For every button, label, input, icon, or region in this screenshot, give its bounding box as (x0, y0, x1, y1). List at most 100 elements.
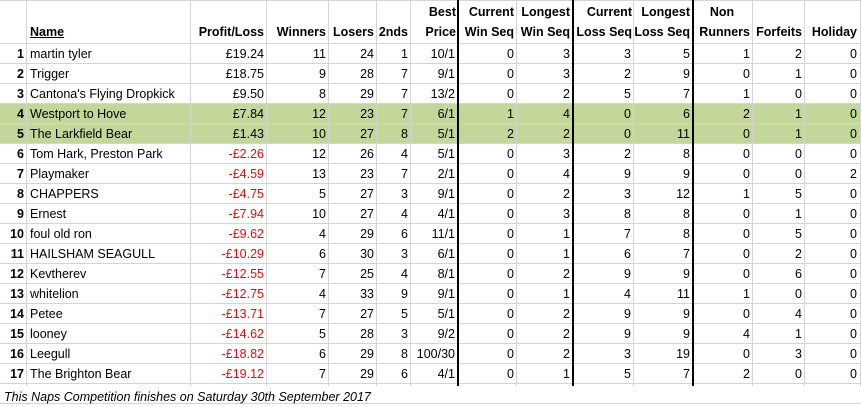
current-win-seq-cell[interactable]: 0 (507, 267, 514, 281)
longest-loss-seq-cell[interactable]: 11 (677, 287, 690, 301)
profit-loss-cell[interactable]: £9.50 (232, 87, 264, 101)
current-win-seq-cell[interactable]: 0 (507, 67, 514, 81)
player-name-cell[interactable]: CHAPPERS (30, 187, 99, 201)
best-price-cell[interactable]: 9/1 (437, 287, 455, 301)
table-row[interactable]: 15 looney -£14.62 5 28 3 9/2 0 2 9 9 4 1 0 (0, 324, 861, 343)
header-current-win-line1[interactable]: Current (468, 5, 514, 19)
non-runners-cell[interactable]: 1 (743, 287, 750, 301)
current-win-seq-cell[interactable]: 0 (507, 207, 514, 221)
current-loss-seq-cell[interactable]: 5 (624, 367, 631, 381)
longest-win-seq-cell[interactable]: 2 (563, 127, 570, 141)
profit-loss-cell[interactable]: £7.84 (232, 107, 264, 121)
longest-loss-seq-cell[interactable]: 8 (683, 227, 690, 241)
header-current-loss-line2[interactable]: Loss Seq (576, 25, 632, 39)
forfeits-cell[interactable]: 1 (795, 107, 802, 121)
holiday-cell[interactable]: 0 (850, 107, 857, 121)
best-price-cell[interactable]: 2/1 (437, 167, 455, 181)
losers-cell[interactable]: 27 (360, 207, 374, 221)
table-row[interactable]: 1 martin tyler £19.24 11 24 1 10/1 0 3 3 5 1 2 0 (0, 44, 861, 63)
current-win-seq-cell[interactable]: 2 (507, 127, 514, 141)
losers-cell[interactable]: 27 (360, 307, 374, 321)
table-row[interactable]: 5 The Larkfield Bear £1.43 10 27 8 5/1 2 2 0 11 0 1 0 (0, 124, 861, 143)
rank-cell[interactable]: 8 (17, 187, 24, 201)
profit-loss-cell[interactable]: -£19.12 (221, 367, 264, 381)
holiday-cell[interactable]: 0 (850, 147, 857, 161)
longest-win-seq-cell[interactable]: 3 (563, 67, 570, 81)
winners-cell[interactable]: 4 (319, 227, 326, 241)
table-row[interactable]: 2 Trigger £18.75 9 28 7 9/1 0 3 2 9 0 1 0 (0, 64, 861, 83)
player-name-cell[interactable]: Westport to Hove (30, 107, 127, 121)
best-price-cell[interactable]: 9/1 (437, 187, 455, 201)
seconds-cell[interactable]: 4 (401, 147, 408, 161)
seconds-cell[interactable]: 6 (401, 227, 408, 241)
header-seconds[interactable]: 2nds (378, 25, 408, 39)
best-price-cell[interactable]: 6/1 (437, 107, 455, 121)
profit-loss-cell[interactable]: -£12.75 (221, 287, 264, 301)
header-current-loss-line1[interactable]: Current (586, 5, 632, 19)
holiday-cell[interactable]: 0 (850, 187, 857, 201)
longest-win-seq-cell[interactable]: 2 (563, 327, 570, 341)
non-runners-cell[interactable]: 0 (743, 147, 750, 161)
profit-loss-cell[interactable]: £19.24 (225, 47, 264, 61)
holiday-cell[interactable]: 0 (850, 327, 857, 341)
forfeits-cell[interactable]: 2 (795, 247, 802, 261)
best-price-cell[interactable]: 4/1 (437, 367, 455, 381)
losers-cell[interactable]: 30 (360, 247, 374, 261)
header-losers[interactable]: Losers (333, 25, 374, 39)
forfeits-cell[interactable]: 3 (795, 347, 802, 361)
rank-cell[interactable]: 15 (10, 327, 24, 341)
losers-cell[interactable]: 28 (360, 67, 374, 81)
table-row[interactable]: 12 Kevtherev -£12.55 7 25 4 8/1 0 2 9 9 0 6 0 (0, 264, 861, 283)
seconds-cell[interactable]: 8 (401, 127, 408, 141)
winners-cell[interactable]: 10 (312, 207, 326, 221)
non-runners-cell[interactable]: 2 (743, 107, 750, 121)
longest-loss-seq-cell[interactable]: 7 (683, 247, 690, 261)
winners-cell[interactable]: 12 (312, 147, 326, 161)
longest-loss-seq-cell[interactable]: 5 (683, 47, 690, 61)
current-win-seq-cell[interactable]: 0 (507, 367, 514, 381)
losers-cell[interactable]: 26 (360, 147, 374, 161)
best-price-cell[interactable]: 10/1 (430, 47, 455, 61)
rank-cell[interactable]: 7 (17, 167, 24, 181)
seconds-cell[interactable]: 6 (401, 367, 408, 381)
profit-loss-cell[interactable]: -£10.29 (221, 247, 264, 261)
winners-cell[interactable]: 10 (312, 127, 326, 141)
forfeits-cell[interactable]: 5 (795, 187, 802, 201)
forfeits-cell[interactable]: 1 (795, 67, 802, 81)
table-row[interactable]: 4 Westport to Hove £7.84 12 23 7 6/1 1 4 0 6 2 1 0 (0, 104, 861, 123)
seconds-cell[interactable]: 4 (401, 207, 408, 221)
holiday-cell[interactable]: 0 (850, 207, 857, 221)
longest-loss-seq-cell[interactable]: 9 (683, 267, 690, 281)
longest-win-seq-cell[interactable]: 1 (563, 247, 570, 261)
best-price-cell[interactable]: 6/1 (437, 247, 455, 261)
player-name-cell[interactable]: Ernest (30, 207, 67, 221)
longest-win-seq-cell[interactable]: 4 (563, 107, 570, 121)
non-runners-cell[interactable]: 0 (743, 207, 750, 221)
seconds-cell[interactable]: 7 (401, 167, 408, 181)
current-loss-seq-cell[interactable]: 0 (624, 107, 631, 121)
best-price-cell[interactable]: 8/1 (437, 267, 455, 281)
winners-cell[interactable]: 5 (319, 327, 326, 341)
winners-cell[interactable]: 4 (319, 287, 326, 301)
losers-cell[interactable]: 28 (360, 327, 374, 341)
winners-cell[interactable]: 7 (319, 267, 326, 281)
longest-loss-seq-cell[interactable]: 9 (683, 327, 690, 341)
non-runners-cell[interactable]: 1 (743, 187, 750, 201)
current-win-seq-cell[interactable]: 0 (507, 47, 514, 61)
losers-cell[interactable]: 27 (360, 187, 374, 201)
player-name-cell[interactable]: The Brighton Bear (30, 367, 132, 381)
rank-cell[interactable]: 10 (10, 227, 24, 241)
table-row[interactable]: 6 Tom Hark, Preston Park -£2.26 12 26 4 5/1 0 3 2… (0, 144, 861, 163)
player-name-cell[interactable]: Tom Hark, Preston Park (30, 147, 163, 161)
seconds-cell[interactable]: 7 (401, 67, 408, 81)
current-loss-seq-cell[interactable]: 9 (624, 167, 631, 181)
forfeits-cell[interactable]: 5 (795, 227, 802, 241)
holiday-cell[interactable]: 0 (850, 47, 857, 61)
current-loss-seq-cell[interactable]: 5 (624, 87, 631, 101)
longest-loss-seq-cell[interactable]: 19 (676, 347, 690, 361)
longest-win-seq-cell[interactable]: 3 (563, 147, 570, 161)
forfeits-cell[interactable]: 1 (795, 327, 802, 341)
losers-cell[interactable]: 29 (360, 87, 374, 101)
header-longest-win-line1[interactable]: Longest (521, 5, 570, 19)
non-runners-cell[interactable]: 0 (743, 267, 750, 281)
